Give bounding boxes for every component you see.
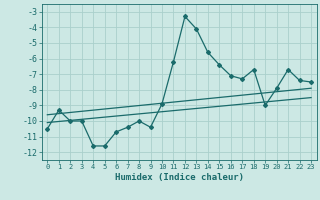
X-axis label: Humidex (Indice chaleur): Humidex (Indice chaleur) (115, 173, 244, 182)
